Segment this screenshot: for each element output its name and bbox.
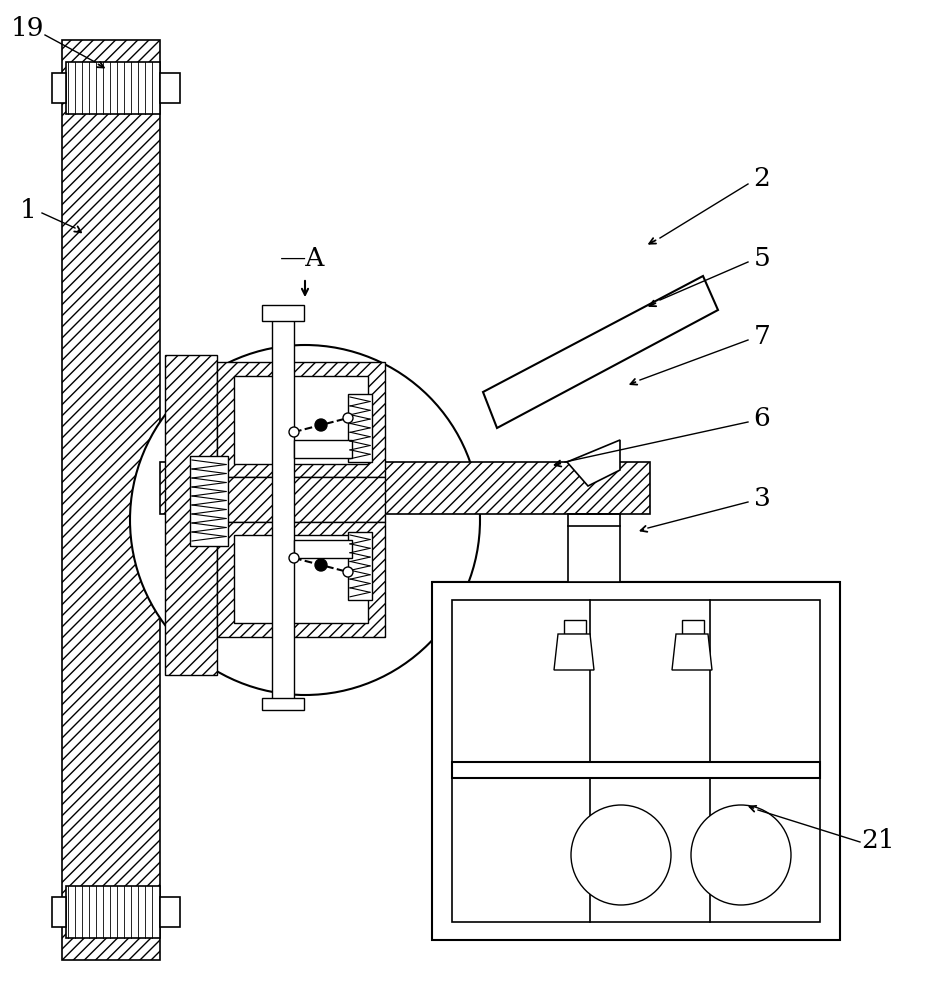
Circle shape xyxy=(343,567,353,577)
Polygon shape xyxy=(567,440,620,486)
Text: 21: 21 xyxy=(861,828,895,852)
Polygon shape xyxy=(432,582,840,660)
Circle shape xyxy=(289,553,299,563)
Bar xyxy=(52,73,66,103)
Circle shape xyxy=(289,427,299,437)
Bar xyxy=(62,40,160,960)
Circle shape xyxy=(130,345,480,695)
Bar xyxy=(348,532,372,600)
Polygon shape xyxy=(483,276,718,428)
Bar xyxy=(564,620,586,634)
Bar xyxy=(52,897,66,927)
Bar xyxy=(452,600,820,922)
Circle shape xyxy=(315,559,327,571)
Bar xyxy=(160,897,180,927)
Bar xyxy=(217,362,385,477)
Polygon shape xyxy=(672,634,712,670)
Circle shape xyxy=(691,805,791,905)
Text: 2: 2 xyxy=(754,165,771,190)
Bar xyxy=(217,522,385,637)
Bar xyxy=(262,698,304,710)
Text: 7: 7 xyxy=(754,324,771,349)
Circle shape xyxy=(571,805,671,905)
Bar xyxy=(66,62,160,114)
Text: —A: —A xyxy=(280,245,326,270)
Bar xyxy=(160,73,180,103)
Bar xyxy=(66,886,160,938)
Bar xyxy=(348,394,372,462)
Bar xyxy=(165,355,217,675)
Text: 1: 1 xyxy=(20,198,36,223)
Bar xyxy=(568,514,620,582)
Bar xyxy=(234,376,368,464)
Bar xyxy=(190,456,228,546)
Bar xyxy=(272,315,294,700)
Text: 6: 6 xyxy=(754,406,771,430)
Text: 5: 5 xyxy=(754,245,771,270)
Text: 19: 19 xyxy=(11,15,45,40)
Bar xyxy=(217,477,385,522)
Bar xyxy=(452,762,820,778)
Text: 3: 3 xyxy=(754,486,771,510)
Circle shape xyxy=(315,419,327,431)
Polygon shape xyxy=(554,634,594,670)
Bar xyxy=(682,620,704,634)
Bar xyxy=(294,440,352,458)
Bar xyxy=(262,305,304,321)
Bar xyxy=(294,540,352,558)
Bar xyxy=(160,462,650,514)
Bar xyxy=(234,535,368,623)
Circle shape xyxy=(343,413,353,423)
Bar xyxy=(432,582,840,940)
